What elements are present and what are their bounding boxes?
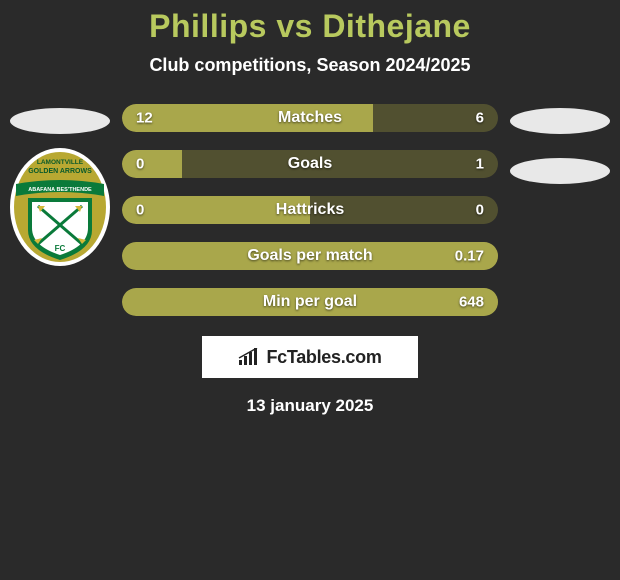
badge-mid-text: GOLDEN ARROWS: [28, 168, 92, 175]
stat-value-right: 648: [459, 294, 484, 311]
badge-banner-text: ABAFANA BES'THENDE: [28, 187, 92, 193]
stat-value-left: 0: [136, 202, 144, 219]
bar-chart-icon: [238, 348, 260, 366]
stat-bar-fill-left: [122, 150, 182, 178]
stat-bar: Matches 12 6: [122, 104, 498, 132]
stat-label: Hattricks: [276, 201, 344, 219]
footer: FcTables.com 13 january 2025: [0, 336, 620, 416]
stat-value-right: 1: [476, 156, 484, 173]
left-player-avatar: [10, 108, 110, 134]
stat-bar: Min per goal 648: [122, 288, 498, 316]
stat-label: Goals per match: [247, 247, 372, 265]
right-club-ellipse: [510, 158, 610, 184]
page-subtitle: Club competitions, Season 2024/2025: [0, 55, 620, 76]
right-player-avatar: [510, 108, 610, 134]
stat-value-right: 6: [476, 110, 484, 127]
badge-fc-text: FC: [55, 244, 66, 253]
date-text: 13 january 2025: [247, 396, 374, 416]
stat-label: Goals: [288, 155, 332, 173]
left-club-badge: LAMONTVILLE GOLDEN ARROWS ABAFANA BES'TH…: [10, 148, 110, 266]
stat-value-right: 0.17: [455, 248, 484, 265]
right-column: [500, 104, 620, 184]
stats-column: Matches 12 6 Goals 0 1 Hattricks 0 0 Goals per ma…: [120, 104, 500, 316]
stat-bar: Goals per match 0.17: [122, 242, 498, 270]
body-row: LAMONTVILLE GOLDEN ARROWS ABAFANA BES'TH…: [0, 104, 620, 316]
stat-value-left: 12: [136, 110, 153, 127]
page-title: Phillips vs Dithejane: [0, 8, 620, 45]
stat-value-left: 0: [136, 156, 144, 173]
club-badge-svg: LAMONTVILLE GOLDEN ARROWS ABAFANA BES'TH…: [10, 148, 110, 266]
stat-label: Matches: [278, 109, 342, 127]
infographic-container: Phillips vs Dithejane Club competitions,…: [0, 0, 620, 416]
stat-bar: Goals 0 1: [122, 150, 498, 178]
badge-top-text: LAMONTVILLE: [37, 159, 84, 166]
brand-text: FcTables.com: [266, 347, 381, 368]
stat-value-right: 0: [476, 202, 484, 219]
brand-box: FcTables.com: [202, 336, 418, 378]
left-column: LAMONTVILLE GOLDEN ARROWS ABAFANA BES'TH…: [0, 104, 120, 266]
stat-label: Min per goal: [263, 293, 357, 311]
stat-bar: Hattricks 0 0: [122, 196, 498, 224]
